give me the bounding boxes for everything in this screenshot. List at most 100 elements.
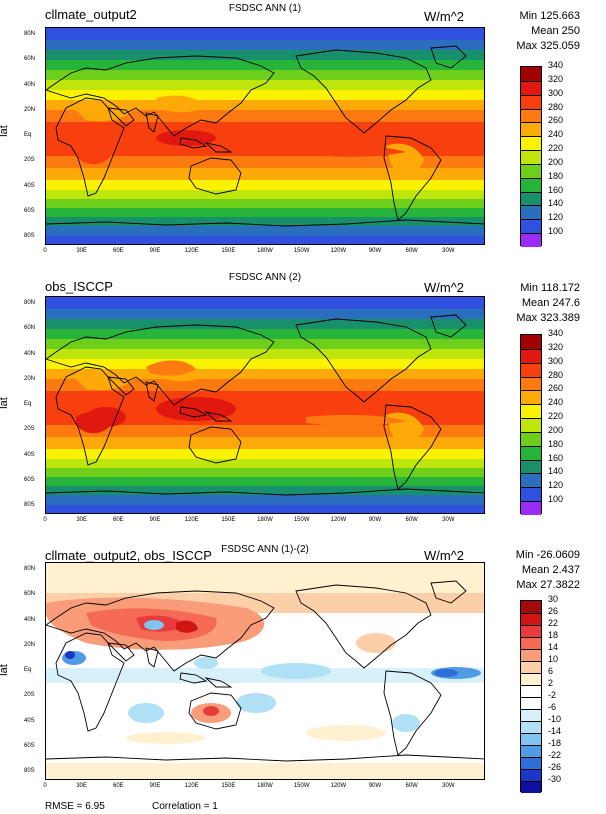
colorbar-swatch: [521, 733, 541, 745]
stat-min: Min 125.663: [519, 10, 580, 22]
x-tick-label: 90W: [368, 783, 382, 789]
field-blob: [144, 620, 164, 630]
colorbar-label: 280: [548, 101, 564, 112]
colorbar-swatch: [521, 418, 541, 432]
x-tick-label: 90E: [149, 783, 161, 789]
y-tick-label: 80N: [24, 566, 36, 572]
x-tick-label: 30E: [76, 248, 87, 254]
field-svg: [46, 563, 484, 779]
field-blob: [65, 651, 75, 659]
colorbar-swatch: [521, 233, 541, 247]
y-tick-label: 40S: [24, 451, 35, 458]
field-svg: [46, 28, 484, 244]
colorbar-swatch: [521, 348, 541, 363]
stat-max: Max 27.3822: [516, 579, 580, 591]
colorbar-label: 120: [548, 480, 564, 491]
colorbar-swatch: [521, 108, 541, 123]
colorbar-label: 2: [548, 678, 554, 688]
colorbar-swatch: [521, 80, 541, 95]
y-tick-label: 80S: [24, 502, 35, 508]
x-tick-label: 0: [43, 248, 47, 254]
y-tick-label: 60S: [24, 742, 35, 749]
x-tick-label: 150E: [221, 248, 236, 254]
x-tick-label: 150E: [221, 783, 236, 789]
colorbar-swatch: [521, 649, 541, 661]
colorbar-label: 320: [548, 341, 564, 352]
colorbar-swatch: [521, 697, 541, 709]
colorbar-swatch: [521, 67, 541, 81]
colorbar-swatch: [521, 601, 541, 613]
field-svg: [46, 297, 484, 513]
colorbar-label: 140: [548, 198, 564, 209]
colorbar-swatch: [521, 673, 541, 685]
y-tick-label: 40N: [24, 81, 36, 88]
x-tick-label: 30E: [76, 517, 87, 523]
x-tick-label: 90W: [368, 517, 382, 523]
y-tick-label: 40N: [24, 616, 36, 623]
field-blob: [261, 663, 331, 679]
coastline: [46, 45, 484, 227]
colorbar-swatch: [521, 163, 541, 178]
coastline: [46, 314, 484, 496]
stats-block: Min 125.663 Mean 250 Max 325.059: [480, 9, 580, 54]
y-tick-label: 20S: [24, 692, 35, 699]
colorbar-swatch: [521, 685, 541, 697]
stat-min: Min 118.172: [520, 282, 580, 294]
colorbar-label: 320: [548, 73, 564, 84]
colorbar-swatch: [521, 177, 541, 192]
colorbar: [520, 66, 542, 247]
field-region: [306, 145, 406, 157]
colorbar-label: -6: [548, 702, 557, 712]
panel-obs: obs_ISCCP FSDSC ANN (2) W/m^2 Min 118.17…: [0, 272, 606, 542]
field-region: [176, 620, 198, 633]
field-region: [306, 414, 406, 426]
colorbar-swatch: [521, 205, 541, 220]
x-tick-label: 30W: [442, 517, 455, 523]
x-tick-label: 30W: [442, 248, 455, 254]
coastline: [46, 580, 484, 762]
colorbar-label: 22: [548, 618, 559, 628]
x-tick-label: 120E: [184, 783, 199, 789]
stats-block: Min 118.172 Mean 247.6 Max 323.389: [480, 281, 580, 326]
colorbar-label: 220: [548, 411, 564, 422]
x-tick-label: 90E: [149, 517, 161, 523]
colorbar-swatch: [521, 219, 541, 234]
colorbar-label: 120: [548, 212, 564, 223]
x-tick-label: 0: [43, 517, 47, 523]
field-region: [76, 102, 136, 122]
field-blob: [128, 703, 164, 723]
colorbar-label: -30: [548, 774, 562, 784]
colorbar-swatch: [521, 150, 541, 164]
y-tick-label: 40S: [24, 182, 35, 189]
map-plot: [45, 27, 485, 245]
field-blob: [356, 633, 396, 653]
y-tick-label: 40S: [24, 717, 35, 724]
colorbar-swatch: [521, 445, 541, 460]
field-blob: [203, 706, 219, 716]
panel-title: obs_ISCCP: [45, 279, 113, 294]
y-axis-label: lat: [0, 125, 10, 137]
x-tick-label: 60W: [405, 517, 418, 523]
colorbar-label: 300: [548, 87, 564, 98]
colorbar: [520, 600, 542, 793]
colorbar-label: 26: [548, 606, 559, 616]
colorbar-swatch: [521, 487, 541, 502]
colorbar-label: 14: [548, 642, 559, 652]
colorbar-swatch: [521, 709, 541, 721]
field-region: [156, 95, 206, 113]
y-tick-label: Eq: [24, 667, 32, 673]
units-label: W/m^2: [424, 548, 465, 563]
colorbar-swatch: [521, 757, 541, 769]
y-tick-label: 60N: [24, 56, 36, 63]
x-tick-label: 60E: [112, 517, 124, 523]
y-tick-label: 20N: [24, 375, 36, 382]
y-tick-label: 60N: [24, 591, 36, 598]
colorbar-label: -18: [548, 738, 562, 748]
colorbar-label: 180: [548, 170, 564, 181]
y-tick-label: Eq: [24, 401, 32, 407]
panel-difference: cllmate_output2, obs_ISCCP FSDSC ANN (1)…: [0, 544, 606, 814]
colorbar-swatch: [521, 473, 541, 488]
field-blob: [434, 669, 458, 677]
y-tick-label: 20S: [24, 426, 35, 433]
field-blob: [392, 714, 420, 732]
